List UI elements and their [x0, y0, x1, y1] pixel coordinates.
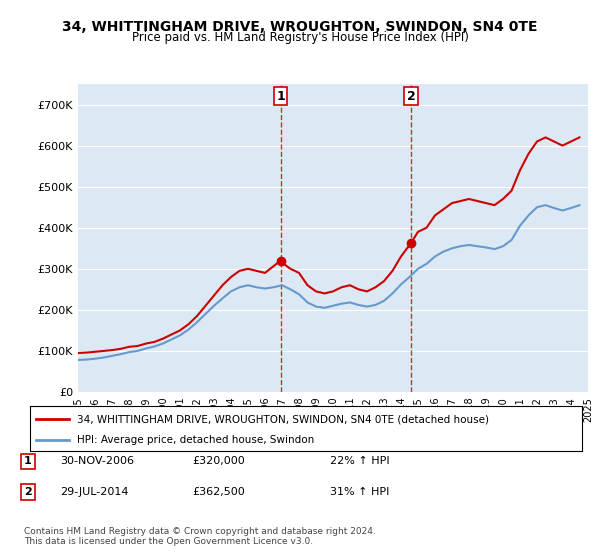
- Text: Price paid vs. HM Land Registry's House Price Index (HPI): Price paid vs. HM Land Registry's House …: [131, 31, 469, 44]
- Text: HPI: Average price, detached house, Swindon: HPI: Average price, detached house, Swin…: [77, 435, 314, 445]
- Text: 2: 2: [24, 487, 32, 497]
- Text: £320,000: £320,000: [192, 456, 245, 466]
- Text: 31% ↑ HPI: 31% ↑ HPI: [330, 487, 389, 497]
- Text: 30-NOV-2006: 30-NOV-2006: [60, 456, 134, 466]
- Text: 1: 1: [276, 90, 285, 103]
- Text: 34, WHITTINGHAM DRIVE, WROUGHTON, SWINDON, SN4 0TE (detached house): 34, WHITTINGHAM DRIVE, WROUGHTON, SWINDO…: [77, 414, 489, 424]
- Text: £362,500: £362,500: [192, 487, 245, 497]
- Text: 22% ↑ HPI: 22% ↑ HPI: [330, 456, 389, 466]
- Text: 1: 1: [24, 456, 32, 466]
- Text: Contains HM Land Registry data © Crown copyright and database right 2024.
This d: Contains HM Land Registry data © Crown c…: [24, 526, 376, 546]
- Text: 29-JUL-2014: 29-JUL-2014: [60, 487, 128, 497]
- Text: 34, WHITTINGHAM DRIVE, WROUGHTON, SWINDON, SN4 0TE: 34, WHITTINGHAM DRIVE, WROUGHTON, SWINDO…: [62, 20, 538, 34]
- Text: 2: 2: [407, 90, 415, 103]
